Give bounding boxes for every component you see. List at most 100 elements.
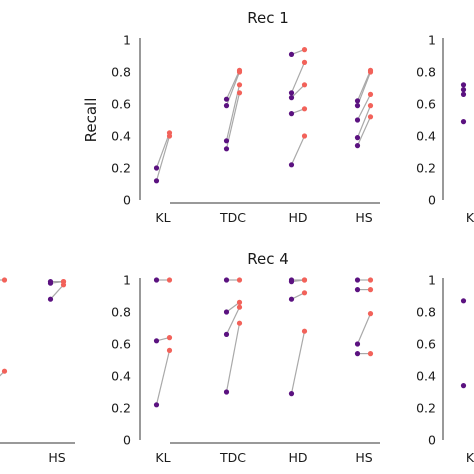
p1-pre-point [223, 96, 230, 102]
p2-pair-line [290, 331, 306, 394]
p4-pre-point [460, 119, 467, 125]
p2-post-point [301, 328, 308, 334]
p1-pair-line [155, 132, 171, 169]
p1-pair-line [356, 94, 372, 121]
p2-pre-point [153, 402, 160, 408]
p1-pre-point [288, 90, 295, 96]
p1-post-point [236, 90, 243, 96]
p1-post-point [301, 106, 308, 112]
p4-pre-point [460, 91, 467, 97]
p1-pre-point [354, 98, 361, 104]
p1-pre-point [223, 138, 230, 144]
p1-x-tick-label: KL [155, 210, 170, 225]
p3-pre-point [47, 280, 54, 286]
p2-pair-line [226, 301, 240, 313]
p2-pair-line [225, 323, 241, 393]
p1-pair-line [291, 84, 305, 99]
p2-post-point [367, 287, 374, 293]
p5-y-tick-label: 1 [428, 273, 436, 288]
p2-post-point [166, 347, 173, 353]
p1-y-tick-label: 0.2 [111, 161, 131, 176]
p1-y-tick-label: 0.4 [111, 129, 131, 144]
p1-pre-point [288, 162, 295, 168]
p2-x-tick-label: KL [155, 450, 170, 465]
p2-title: Rec 4 [247, 250, 289, 268]
p2-pre-point [153, 277, 160, 283]
p1-pre-point [354, 103, 361, 109]
p1-pair-line [155, 135, 171, 181]
p2-post-point [236, 299, 243, 305]
p1-pair-line [290, 135, 306, 166]
p1-pair-line [356, 116, 372, 146]
p2-pre-point [354, 351, 361, 357]
p5-y-tick-label: 0.8 [416, 305, 436, 320]
p2-y-tick-label: 0.8 [111, 305, 131, 320]
p1-x-tick-label: HS [355, 210, 372, 225]
p2-pre-point [223, 277, 230, 283]
p1-pre-point [354, 135, 361, 141]
p4-x-tick-label: K [466, 210, 474, 225]
p1-pair-line [356, 70, 372, 102]
p4-y-tick-label: 0.8 [416, 65, 436, 80]
p2-pair-line [155, 350, 171, 405]
p1-pair-line [356, 105, 372, 138]
p2-post-point [301, 277, 308, 283]
p2-pre-point [354, 287, 361, 293]
p2-y-tick-label: 0.4 [111, 369, 131, 384]
p4-y-tick-label: 0 [428, 193, 436, 208]
p1-pre-point [153, 178, 160, 184]
p1-pre-point [354, 117, 361, 123]
p1-post-point [301, 82, 308, 88]
p2-pre-point [223, 309, 230, 315]
p2-pre-point [288, 296, 295, 302]
p1-title: Rec 1 [247, 9, 289, 27]
p4-pre-point [460, 87, 467, 93]
p2-pre-point [153, 338, 160, 344]
p2-x-tick-label: TDC [219, 450, 246, 465]
p1-post-point [236, 69, 243, 75]
p4-y-tick-label: 0.4 [416, 129, 436, 144]
p5-x-tick-label: K [466, 450, 474, 465]
p2-post-point [301, 290, 308, 296]
p5-y-tick-label: 0.2 [416, 401, 436, 416]
p1-pre-point [223, 103, 230, 109]
p1-pre-point [288, 51, 295, 58]
p2-y-tick-label: 1 [123, 273, 131, 288]
p2-post-point [166, 335, 173, 341]
p3-post-point [1, 368, 8, 374]
p1-y-tick-label: 0.6 [111, 97, 131, 112]
p2-pre-point [354, 341, 361, 347]
p2-pre-point [223, 389, 230, 395]
p1-pair-line [225, 70, 241, 100]
p1-post-point [367, 114, 374, 120]
p2-pair-line [356, 313, 372, 345]
p1-post-point [367, 69, 374, 75]
p4-y-tick-label: 1 [428, 33, 436, 48]
p1-y-axis-label: Recall [82, 98, 100, 143]
p5-y-tick-label: 0 [428, 433, 436, 448]
p5-y-tick-label: 0.6 [416, 337, 436, 352]
p4-y-tick-label: 0.2 [416, 161, 436, 176]
p1-post-point [367, 103, 374, 109]
p1-pre-point [288, 95, 295, 101]
p1-pre-point [288, 111, 295, 117]
p2-post-point [236, 304, 243, 310]
p3-post-point [1, 277, 8, 283]
p2-post-point [166, 277, 173, 283]
p2-y-tick-label: 0 [123, 433, 131, 448]
p4-pre-point [460, 82, 467, 88]
p2-pre-point [223, 331, 230, 337]
p1-post-point [301, 133, 308, 139]
p2-x-tick-label: HD [288, 450, 307, 465]
p2-y-tick-label: 0.2 [111, 401, 131, 416]
p1-y-tick-label: 1 [123, 33, 131, 48]
p2-post-point [236, 320, 243, 326]
p2-pre-point [288, 391, 295, 397]
p2-post-point [367, 311, 374, 317]
p1-x-tick-label: HD [288, 210, 307, 225]
p2-x-tick-label: HS [355, 450, 372, 465]
p1-pre-point [354, 143, 361, 149]
p3-pair-line [0, 370, 5, 377]
p1-y-tick-label: 0 [123, 193, 131, 208]
